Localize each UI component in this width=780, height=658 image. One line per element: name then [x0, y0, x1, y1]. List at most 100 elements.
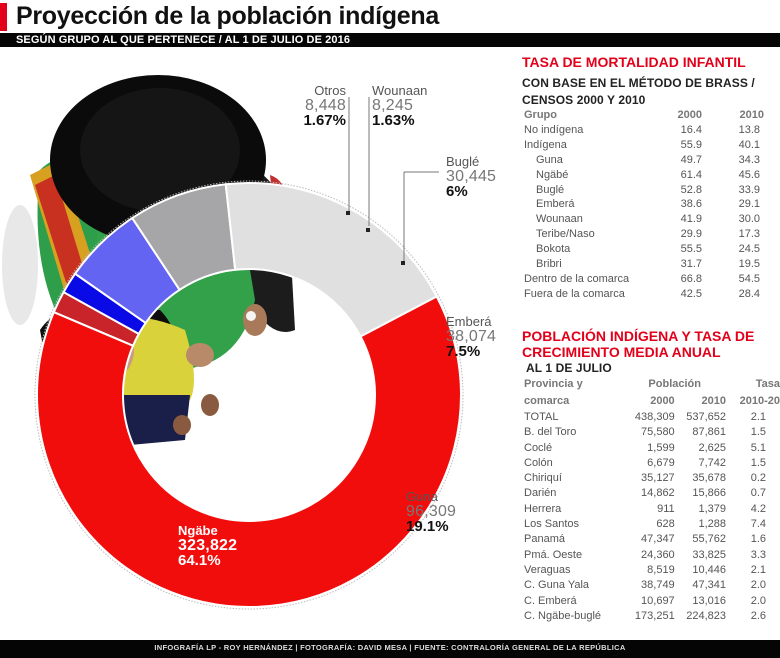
- population-header-rate-period: 2010-20: [739, 395, 780, 407]
- population-row: Chiriquí 35,127 35,678 0.2: [524, 471, 780, 486]
- label-bugle-pct: 6%: [446, 183, 468, 200]
- label-embera-name: Emberá: [446, 314, 492, 329]
- label-otros-name: Otros: [314, 83, 346, 98]
- label-embera-pct: 7.5%: [446, 343, 481, 360]
- population-row: C. Guna Yala 38,749 47,341 2.0: [524, 578, 780, 593]
- mortality-group: Dentro de la comarca: [524, 272, 630, 285]
- label-otros-value: 8,448: [304, 97, 346, 114]
- population-row: C. Emberá 10,697 13,016 2.0: [524, 594, 780, 609]
- mortality-2010: 30.0: [738, 213, 760, 226]
- population-2000: 38,749: [641, 579, 675, 592]
- mortality-row: Guna 49.7 34.3: [524, 153, 764, 168]
- mortality-2000: 16.4: [680, 123, 702, 136]
- label-otros-pct: 1.67%: [303, 112, 346, 129]
- label-ngabe: Ngäbe 323,822 64.1%: [178, 523, 237, 568]
- mortality-2000: 42.5: [680, 287, 702, 300]
- population-rate: 4.2: [750, 502, 766, 515]
- population-rate: 2.1: [750, 411, 766, 423]
- population-row: Colón 6,679 7,742 1.5: [524, 456, 780, 471]
- label-bugle: Buglé 30,445 6%: [446, 154, 496, 199]
- label-guna-pct: 19.1%: [406, 518, 449, 535]
- title-accent-bar: [0, 3, 7, 31]
- label-ngabe-name: Ngäbe: [178, 523, 218, 538]
- population-title-line-2: CRECIMIENTO MEDIA ANUAL: [522, 344, 721, 360]
- population-rate: 0.2: [750, 472, 766, 485]
- population-name: Pmá. Oeste: [524, 548, 583, 561]
- mortality-group: Bribri: [536, 258, 562, 271]
- population-rate: 2.6: [750, 609, 766, 622]
- mortality-2010: 54.5: [738, 272, 760, 285]
- mortality-row: Wounaan 41.9 30.0: [524, 212, 764, 227]
- population-row: TOTAL 438,309 537,652 2.1: [524, 410, 780, 425]
- mortality-row: Bokota 55.5 24.5: [524, 242, 764, 257]
- population-name: Veraguas: [524, 563, 571, 576]
- mortality-row: Teribe/Naso 29.9 17.3: [524, 227, 764, 242]
- population-rate: 5.1: [750, 441, 766, 454]
- mortality-2010: 28.4: [738, 287, 760, 300]
- population-2010: 35,678: [692, 472, 726, 485]
- mortality-header-2010: 2010: [739, 109, 764, 121]
- mortality-row: Buglé 52.8 33.9: [524, 183, 764, 198]
- right-panel: TASA DE MORTALIDAD INFANTIL CON BASE EN …: [522, 54, 780, 622]
- population-name: C. Ngäbe-buglé: [524, 609, 602, 622]
- mortality-2000: 61.4: [680, 168, 702, 181]
- population-name: C. Emberá: [524, 594, 577, 607]
- leader-lines: [346, 97, 439, 265]
- mortality-row: Indígena 55.9 40.1: [524, 138, 764, 153]
- population-header-tasa: Tasa: [755, 378, 780, 390]
- mortality-2010: 33.9: [738, 183, 760, 196]
- mortality-2010: 19.5: [738, 258, 760, 271]
- mortality-row: Fuera de la comarca 42.5 28.4: [524, 287, 764, 302]
- mortality-group: Emberá: [536, 198, 575, 211]
- mortality-2000: 38.6: [680, 198, 702, 211]
- page-subtitle: SEGÚN GRUPO AL QUE PERTENECE / AL 1 DE J…: [16, 34, 351, 46]
- mortality-2000: 66.8: [680, 272, 702, 285]
- population-2000: 47,347: [641, 533, 675, 546]
- footer-bar: INFOGRAFÍA LP - ROY HERNÁNDEZ | FOTOGRAF…: [0, 640, 780, 658]
- population-2000: 173,251: [634, 609, 675, 622]
- mortality-row: Ngäbé 61.4 45.6: [524, 168, 764, 183]
- population-header-poblacion: Población: [648, 378, 701, 390]
- mortality-group: Ngäbé: [536, 168, 569, 181]
- population-2010: 55,762: [692, 533, 726, 546]
- population-rate: 2.1: [750, 563, 766, 576]
- population-row: Coclé 1,599 2,625 5.1: [524, 441, 780, 456]
- label-guna-value: 96,309: [406, 503, 457, 520]
- population-row: Los Santos 628 1,288 7.4: [524, 517, 780, 532]
- mortality-2010: 24.5: [738, 243, 760, 256]
- population-2000: 8,519: [647, 563, 675, 576]
- label-wounaan-name: Wounaan: [372, 83, 428, 98]
- population-2000: 35,127: [641, 472, 675, 485]
- population-2000: 75,580: [641, 426, 675, 439]
- population-row: C. Ngäbe-buglé 173,251 224,823 2.6: [524, 609, 780, 624]
- population-name: B. del Toro: [524, 426, 577, 439]
- mortality-row: Bribri 31.7 19.5: [524, 257, 764, 272]
- population-2010: 1,288: [698, 518, 726, 531]
- population-rate: 2.0: [750, 594, 766, 607]
- mortality-2010: 13.8: [738, 123, 760, 136]
- population-2000: 24,360: [641, 548, 675, 561]
- population-2010: 13,016: [692, 594, 726, 607]
- mortality-2010: 34.3: [738, 153, 760, 166]
- mortality-group: Guna: [536, 153, 563, 166]
- mortality-2000: 55.5: [680, 243, 702, 256]
- footer-credits: INFOGRAFÍA LP - ROY HERNÁNDEZ | FOTOGRAF…: [154, 643, 626, 652]
- population-row: Pmá. Oeste 24,360 33,825 3.3: [524, 548, 780, 563]
- mortality-header-2000: 2000: [677, 109, 702, 121]
- population-name: Coclé: [524, 441, 553, 454]
- label-bugle-value: 30,445: [446, 168, 497, 185]
- population-2000: 14,862: [641, 487, 675, 500]
- population-row: Herrera 911 1,379 4.2: [524, 502, 780, 517]
- population-name: Darién: [524, 487, 557, 500]
- population-rate: 0.7: [750, 487, 766, 500]
- population-rate: 2.0: [750, 579, 766, 592]
- mortality-row: No indígena 16.4 13.8: [524, 123, 764, 138]
- mortality-2010: 29.1: [738, 198, 760, 211]
- label-wounaan: Wounaan 8,245 1.63%: [372, 83, 427, 128]
- population-name: Los Santos: [524, 518, 580, 531]
- population-subtitle: AL 1 DE JULIO: [526, 361, 612, 375]
- mortality-2000: 49.7: [680, 153, 702, 166]
- label-ngabe-pct: 64.1%: [178, 552, 221, 569]
- mortality-row: Dentro de la comarca 66.8 54.5: [524, 272, 764, 287]
- population-2010: 224,823: [686, 609, 726, 622]
